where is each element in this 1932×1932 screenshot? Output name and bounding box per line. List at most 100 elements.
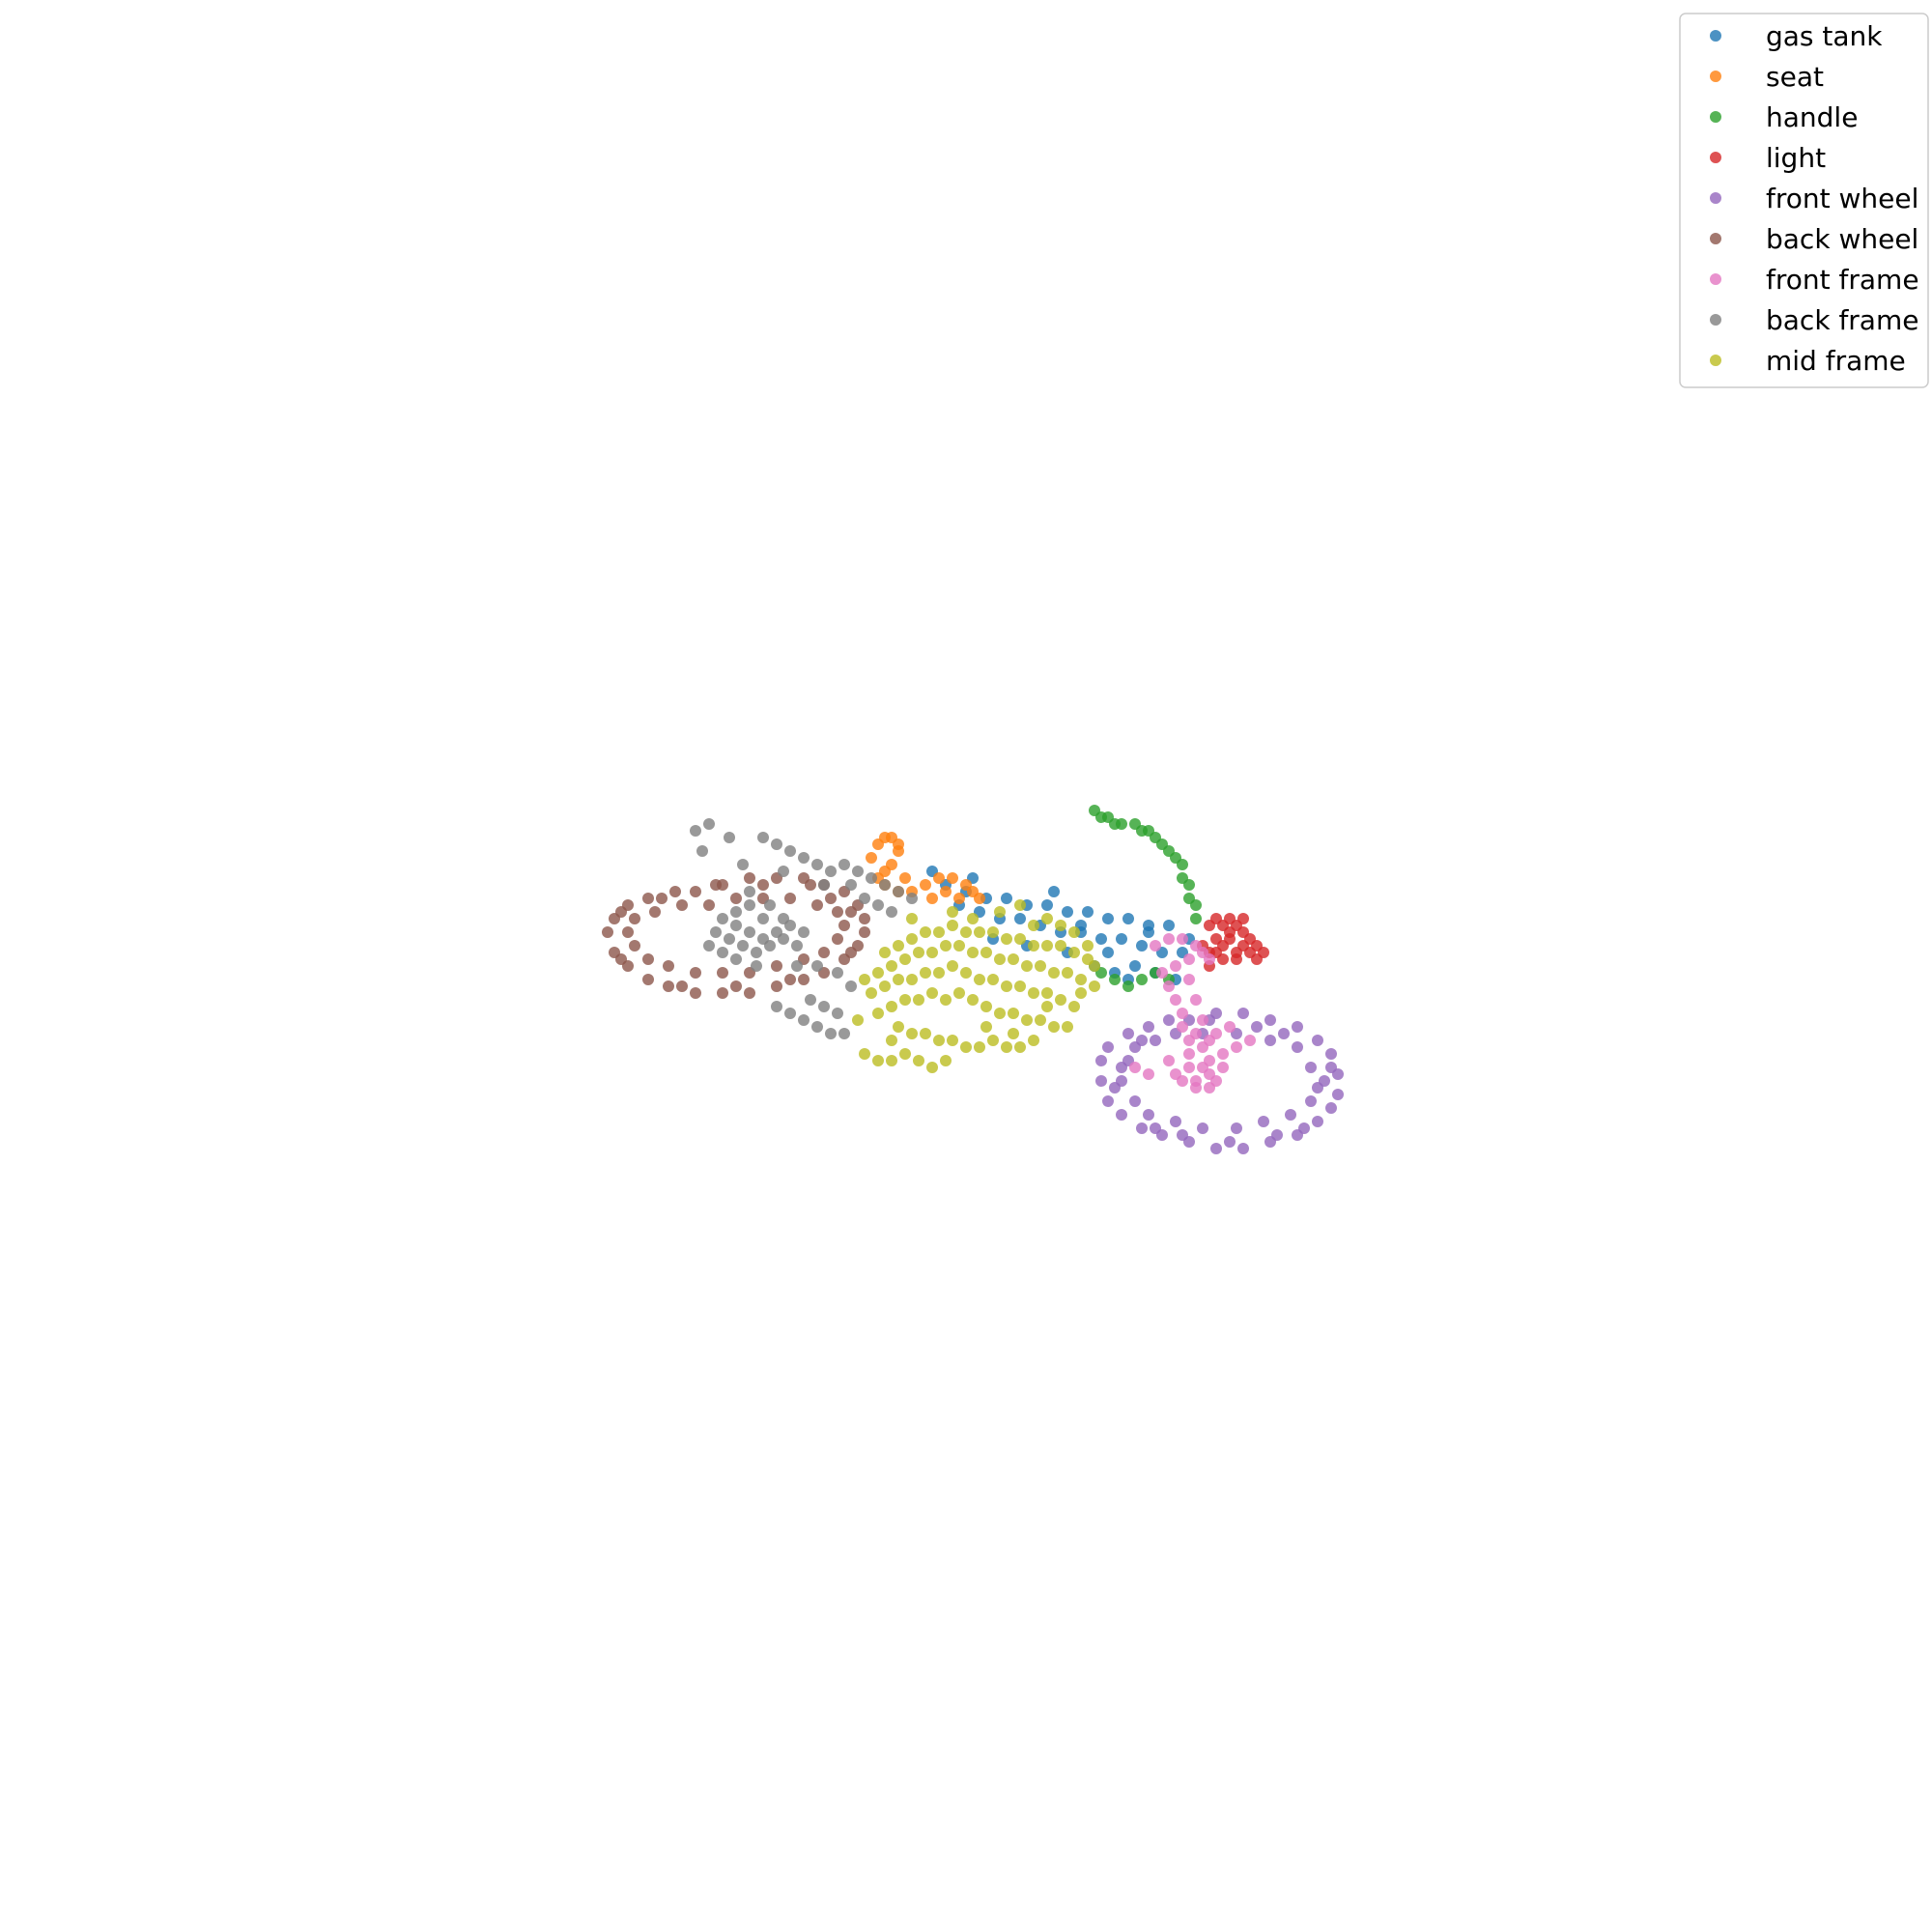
point-handle-19: [1109, 974, 1121, 985]
point-back-frame-0: [717, 913, 728, 924]
point-front-wheel-39: [1129, 1095, 1141, 1107]
point-back-wheel-22: [602, 926, 613, 938]
point-front-wheel-17: [1136, 1122, 1148, 1134]
point-front-frame-36: [1190, 994, 1202, 1006]
point-back-wheel-57: [615, 906, 627, 918]
point-back-wheel-41: [663, 960, 674, 972]
point-back-wheel-53: [784, 974, 796, 985]
point-mid-frame-3: [920, 926, 931, 938]
point-back-wheel-59: [825, 893, 837, 904]
point-mid-frame-57: [980, 1001, 992, 1012]
point-back-frame-51: [696, 845, 708, 857]
point-front-wheel-4: [1292, 1021, 1303, 1033]
point-front-wheel-43: [1150, 1035, 1161, 1046]
point-mid-frame-79: [913, 1055, 924, 1066]
point-mid-frame-84: [1041, 913, 1053, 924]
point-front-wheel-47: [1319, 1075, 1330, 1087]
point-mid-frame-28: [1021, 960, 1033, 972]
point-back-frame-49: [811, 960, 823, 972]
point-back-wheel-17: [690, 987, 701, 999]
point-mid-frame-70: [974, 1041, 985, 1053]
point-mid-frame-24: [967, 947, 979, 958]
point-mid-frame-73: [1014, 1041, 1026, 1053]
point-mid-frame-94: [1041, 1001, 1053, 1012]
point-back-frame-37: [886, 906, 897, 918]
point-mid-frame-69: [960, 1041, 972, 1053]
point-seat-16: [974, 893, 985, 904]
point-front-frame-31: [1129, 1062, 1141, 1073]
point-front-wheel-38: [1143, 1109, 1154, 1121]
point-mid-frame-22: [940, 940, 952, 952]
point-front-frame-9: [1170, 994, 1181, 1006]
point-front-wheel-37: [1170, 1116, 1181, 1127]
point-seat-12: [933, 872, 945, 884]
point-front-frame-23: [1163, 1055, 1175, 1066]
point-gas-tank-21: [1136, 940, 1148, 952]
point-mid-frame-86: [1082, 940, 1094, 952]
point-mid-frame-78: [899, 1048, 911, 1060]
point-mid-frame-6: [960, 926, 972, 938]
legend-marker-seat: [1710, 71, 1721, 82]
point-front-wheel-6: [1325, 1048, 1337, 1060]
point-back-frame-58: [703, 940, 715, 952]
point-mid-frame-20: [913, 947, 924, 958]
point-back-frame-33: [893, 886, 904, 897]
point-mid-frame-90: [906, 913, 918, 924]
point-mid-frame-83: [1014, 899, 1026, 911]
point-back-frame-35: [872, 899, 884, 911]
point-front-wheel-49: [1224, 1136, 1236, 1148]
series-seat: [866, 832, 985, 904]
point-mid-frame-9: [1001, 933, 1012, 945]
series-light: [1197, 913, 1269, 972]
point-handle-16: [1190, 899, 1202, 911]
point-mid-frame-25: [980, 947, 992, 958]
point-handle-21: [1136, 974, 1148, 985]
point-front-wheel-28: [1264, 1035, 1276, 1046]
point-front-wheel-20: [1095, 1075, 1107, 1087]
point-front-frame-28: [1190, 1028, 1202, 1039]
point-front-wheel-57: [1136, 1035, 1148, 1046]
series-back-frame: [690, 818, 918, 1039]
point-back-frame-48: [832, 967, 843, 979]
point-front-frame-35: [1204, 953, 1215, 965]
point-back-wheel-26: [669, 886, 681, 897]
point-front-wheel-22: [1102, 1041, 1114, 1053]
point-back-wheel-2: [744, 872, 755, 884]
point-front-frame-7: [1156, 967, 1168, 979]
point-gas-tank-8: [1102, 913, 1114, 924]
point-front-wheel-54: [1271, 1129, 1283, 1141]
point-back-frame-59: [744, 886, 755, 897]
point-back-frame-30: [852, 866, 864, 877]
point-front-wheel-32: [1305, 1095, 1317, 1107]
point-seat-21: [953, 893, 965, 904]
point-mid-frame-36: [906, 974, 918, 985]
point-back-frame-56: [751, 960, 762, 972]
point-mid-frame-75: [859, 1048, 870, 1060]
point-mid-frame-63: [1062, 1021, 1073, 1033]
point-back-wheel-35: [818, 947, 830, 958]
point-back-wheel-46: [649, 906, 661, 918]
point-back-wheel-56: [615, 953, 627, 965]
legend-label-back-frame: back frame: [1766, 304, 1918, 336]
point-front-wheel-34: [1258, 1116, 1269, 1127]
point-front-frame-26: [1217, 1062, 1229, 1073]
point-mid-frame-13: [1055, 940, 1066, 952]
point-back-frame-27: [811, 859, 823, 870]
point-back-frame-20: [690, 825, 701, 837]
point-front-frame-33: [1244, 1035, 1256, 1046]
legend-label-mid-frame: mid frame: [1766, 345, 1906, 377]
point-back-frame-24: [771, 838, 782, 850]
point-back-frame-32: [879, 879, 891, 891]
point-mid-frame-64: [893, 1021, 904, 1033]
point-mid-frame-0: [879, 947, 891, 958]
point-gas-tank-19: [1095, 933, 1107, 945]
point-mid-frame-51: [899, 994, 911, 1006]
point-light-19: [1251, 953, 1263, 965]
point-mid-frame-82: [994, 906, 1006, 918]
point-handle-14: [1183, 879, 1195, 891]
point-mid-frame-4: [933, 926, 945, 938]
legend-marker-gas-tank: [1710, 30, 1721, 42]
point-back-wheel-15: [744, 987, 755, 999]
point-front-wheel-14: [1210, 1143, 1222, 1154]
